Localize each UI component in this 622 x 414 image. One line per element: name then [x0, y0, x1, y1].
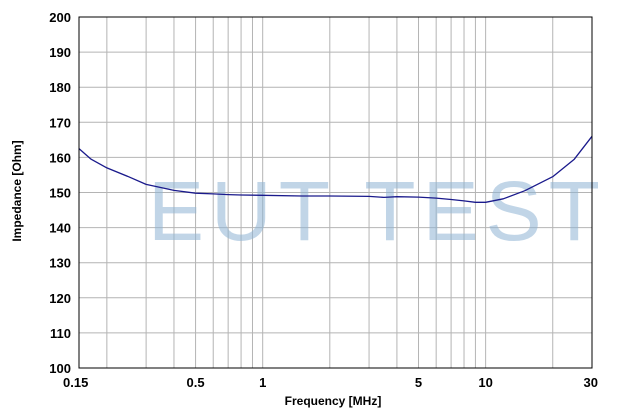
x-axis-title: Frequency [MHz]	[285, 394, 382, 408]
y-tick-label: 160	[49, 150, 71, 165]
y-tick-label: 130	[49, 256, 71, 271]
watermark-text: EUT TEST	[148, 164, 607, 258]
y-tick-label: 180	[49, 80, 71, 95]
y-tick-label: 190	[49, 45, 71, 60]
impedance-line	[78, 135, 593, 203]
x-tick-label: 1	[259, 375, 266, 390]
x-tick-label: 5	[415, 375, 422, 390]
y-tick-label: 150	[49, 186, 71, 201]
y-axis-title: Impedance [Ohm]	[10, 140, 24, 241]
y-tick-label: 100	[49, 361, 71, 376]
y-tick-labels: 100 110 120 130 140 150 160 170 180 190 200	[49, 10, 71, 376]
y-tick-label: 170	[49, 115, 71, 130]
x-tick-label: 0.5	[187, 375, 205, 390]
y-tick-label: 200	[49, 10, 71, 25]
grid	[79, 16, 592, 369]
x-tick-label: 10	[478, 375, 492, 390]
x-tick-label: 0.15	[63, 375, 88, 390]
y-tick-label: 120	[49, 291, 71, 306]
x-tick-labels: 0.15 0.5 1 5 10 30	[63, 375, 598, 390]
y-tick-label: 140	[49, 221, 71, 236]
y-tick-label: 110	[50, 326, 71, 341]
x-tick-label: 30	[584, 375, 598, 390]
plot-frame	[78, 16, 593, 369]
series-layer	[78, 135, 593, 203]
